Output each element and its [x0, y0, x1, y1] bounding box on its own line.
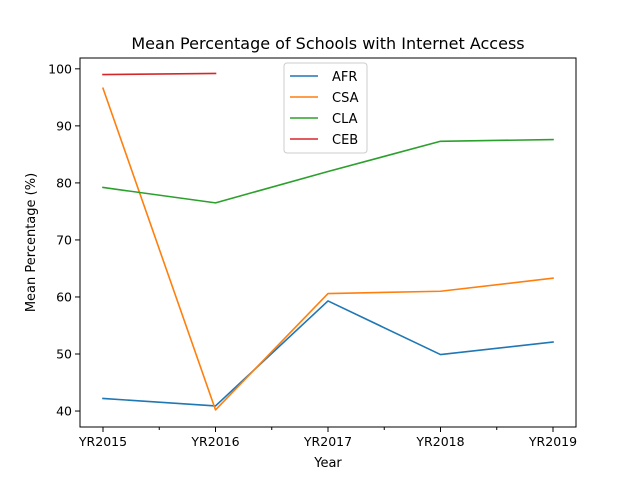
series-line-ceb — [102, 72, 217, 76]
series-line-afr — [102, 300, 554, 407]
x-tick-label: YR2019 — [528, 434, 577, 449]
x-tick-label: YR2018 — [415, 434, 464, 449]
y-tick-label: 100 — [48, 61, 72, 76]
series-line-cla — [102, 138, 554, 204]
y-tick-label: 60 — [56, 289, 72, 304]
y-tick-label: 50 — [56, 346, 72, 361]
legend-label-afr: AFR — [332, 70, 357, 85]
legend: AFR CSA CLA CEB — [283, 62, 368, 154]
legend-label-ceb: CEB — [332, 133, 358, 148]
y-tick-label: 40 — [56, 404, 72, 419]
series-layer — [101, 72, 554, 411]
x-axis: YR2015 YR2016 YR2017 YR2018 YR2019 — [78, 427, 577, 449]
chart-title: Mean Percentage of Schools with Internet… — [131, 34, 524, 53]
x-axis-title: Year — [313, 456, 342, 471]
y-axis-title: Mean Percentage (%) — [24, 173, 39, 312]
y-tick-label: 80 — [56, 175, 72, 190]
series-line-csa — [101, 87, 554, 411]
y-axis: 40 50 60 70 80 90 100 — [48, 61, 80, 419]
x-tick-label: YR2017 — [303, 434, 352, 449]
x-tick-label: YR2016 — [190, 434, 239, 449]
y-tick-label: 90 — [56, 118, 72, 133]
legend-label-cla: CLA — [332, 112, 358, 127]
y-tick-label: 70 — [56, 232, 72, 247]
x-tick-label: YR2015 — [78, 434, 127, 449]
legend-label-csa: CSA — [332, 91, 359, 106]
legend-frame — [283, 62, 368, 154]
